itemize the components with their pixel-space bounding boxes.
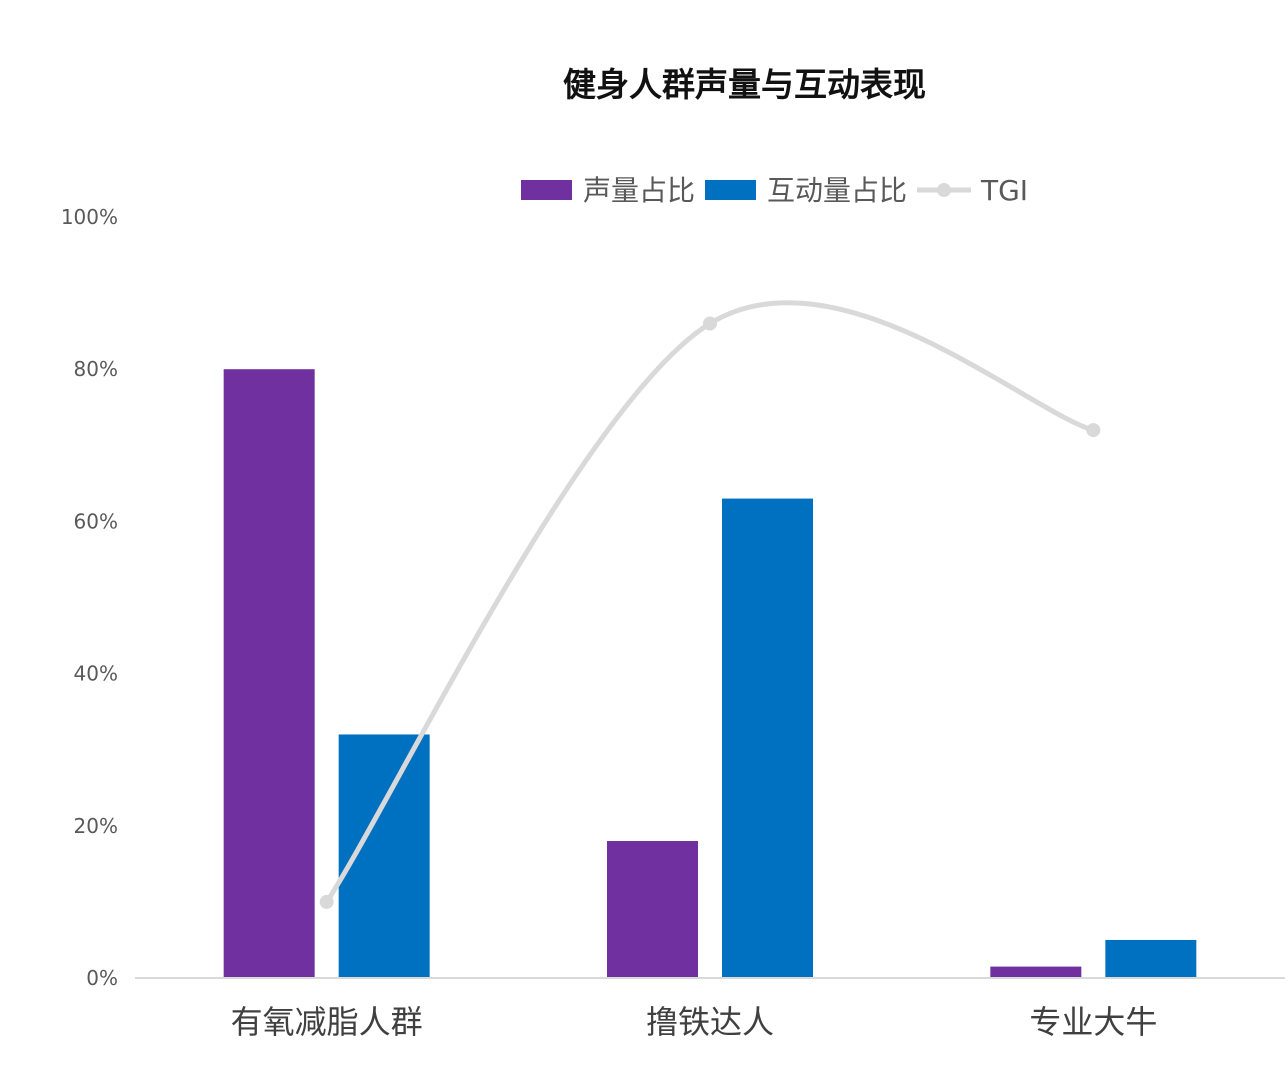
bar — [223, 369, 315, 978]
tgi-line — [324, 300, 1096, 905]
y-tick-label: 0% — [86, 966, 118, 990]
legend: 声量占比 互动量占比 TGI — [521, 174, 1028, 207]
tgi-point — [1086, 423, 1101, 438]
y-tick-label: 20% — [74, 814, 118, 838]
legend-label: 互动量占比 — [767, 174, 907, 207]
legend-marker — [937, 183, 951, 197]
tgi-line-layer — [319, 300, 1101, 909]
bar — [607, 841, 698, 978]
y-axis: 0% 20% 40% 60% 80% 100% — [61, 205, 118, 990]
x-axis: 有氧减脂人群 撸铁达人 专业大牛 — [135, 977, 1285, 1041]
legend-label: TGI — [980, 174, 1028, 207]
x-tick-label: 专业大牛 — [1029, 1003, 1157, 1041]
legend-label: 声量占比 — [583, 174, 695, 207]
x-tick-label: 有氧减脂人群 — [231, 1003, 423, 1041]
legend-swatch — [705, 180, 756, 200]
bar — [722, 498, 813, 978]
bar — [990, 966, 1082, 978]
legend-swatch — [521, 180, 572, 200]
bars — [223, 369, 1197, 978]
y-tick-label: 40% — [74, 662, 118, 686]
y-tick-label: 60% — [74, 509, 118, 533]
chart-title: 健身人群声量与互动表现 — [563, 65, 926, 104]
y-tick-label: 80% — [74, 357, 118, 381]
bar — [1105, 939, 1197, 978]
tgi-point — [703, 316, 717, 331]
x-tick-label: 撸铁达人 — [646, 1003, 774, 1041]
tgi-point — [319, 894, 334, 909]
y-tick-label: 100% — [61, 205, 118, 229]
